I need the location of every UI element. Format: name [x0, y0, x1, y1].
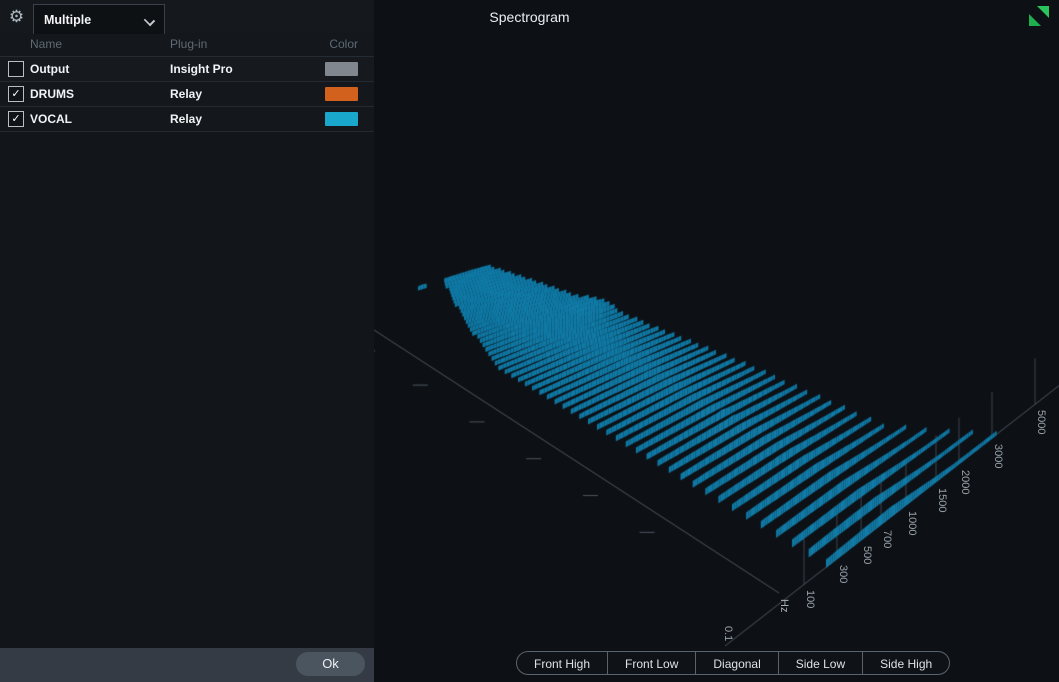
checkbox-checked[interactable]: ✓ [8, 86, 24, 102]
checkbox-checked[interactable]: ✓ [8, 111, 24, 127]
source-selector-value: Multiple [44, 12, 92, 27]
source-plugin: Insight Pro [170, 62, 233, 76]
source-panel-topbar: ⚙ Multiple [0, 0, 374, 34]
table-header: Name Plug-in Color [0, 33, 374, 57]
triangle-down-left-icon [1029, 14, 1041, 26]
source-rows: Output Insight Pro ✓ DRUMS Relay ✓ VOCAL Relay [0, 57, 374, 132]
source-plugin: Relay [170, 112, 203, 126]
view-button-side-low[interactable]: Side Low [778, 651, 864, 675]
source-name: Output [30, 62, 70, 76]
view-button-diagonal[interactable]: Diagonal [696, 651, 779, 675]
source-row-output[interactable]: Output Insight Pro [0, 57, 374, 82]
chevron-down-icon [144, 15, 154, 25]
source-color-swatch[interactable] [325, 62, 358, 76]
view-button-side-high[interactable]: Side High [863, 651, 951, 675]
view-button-front-high[interactable]: Front High [516, 651, 609, 675]
source-plugin: Relay [170, 87, 203, 101]
panel-bottom-bar: Ok [0, 648, 374, 682]
source-selector[interactable]: Multiple [33, 4, 165, 34]
view-button-front-low[interactable]: Front Low [608, 651, 697, 675]
column-color: Color [329, 37, 358, 51]
resize-corner-icon[interactable] [1027, 6, 1051, 26]
gear-icon: ⚙ [8, 7, 25, 26]
source-row-drums[interactable]: ✓ DRUMS Relay [0, 82, 374, 107]
checkbox-unchecked[interactable] [8, 61, 24, 77]
view-angle-buttons: Front High Front Low Diagonal Side Low Side … [516, 651, 951, 675]
spectrogram-3d-view[interactable] [374, 0, 1059, 682]
column-name: Name [30, 37, 63, 51]
source-color-swatch[interactable] [325, 112, 358, 126]
source-name: DRUMS [30, 87, 74, 101]
source-color-swatch[interactable] [325, 87, 358, 101]
settings-button[interactable]: ⚙ [0, 0, 33, 33]
column-plugin: Plug-in [170, 37, 208, 51]
ok-button[interactable]: Ok [296, 652, 365, 676]
source-row-vocal[interactable]: ✓ VOCAL Relay [0, 107, 374, 132]
triangle-up-right-icon [1037, 6, 1049, 18]
source-panel: ⚙ Multiple Name Plug-in Color Output Insi… [0, 0, 374, 682]
source-name: VOCAL [30, 112, 72, 126]
